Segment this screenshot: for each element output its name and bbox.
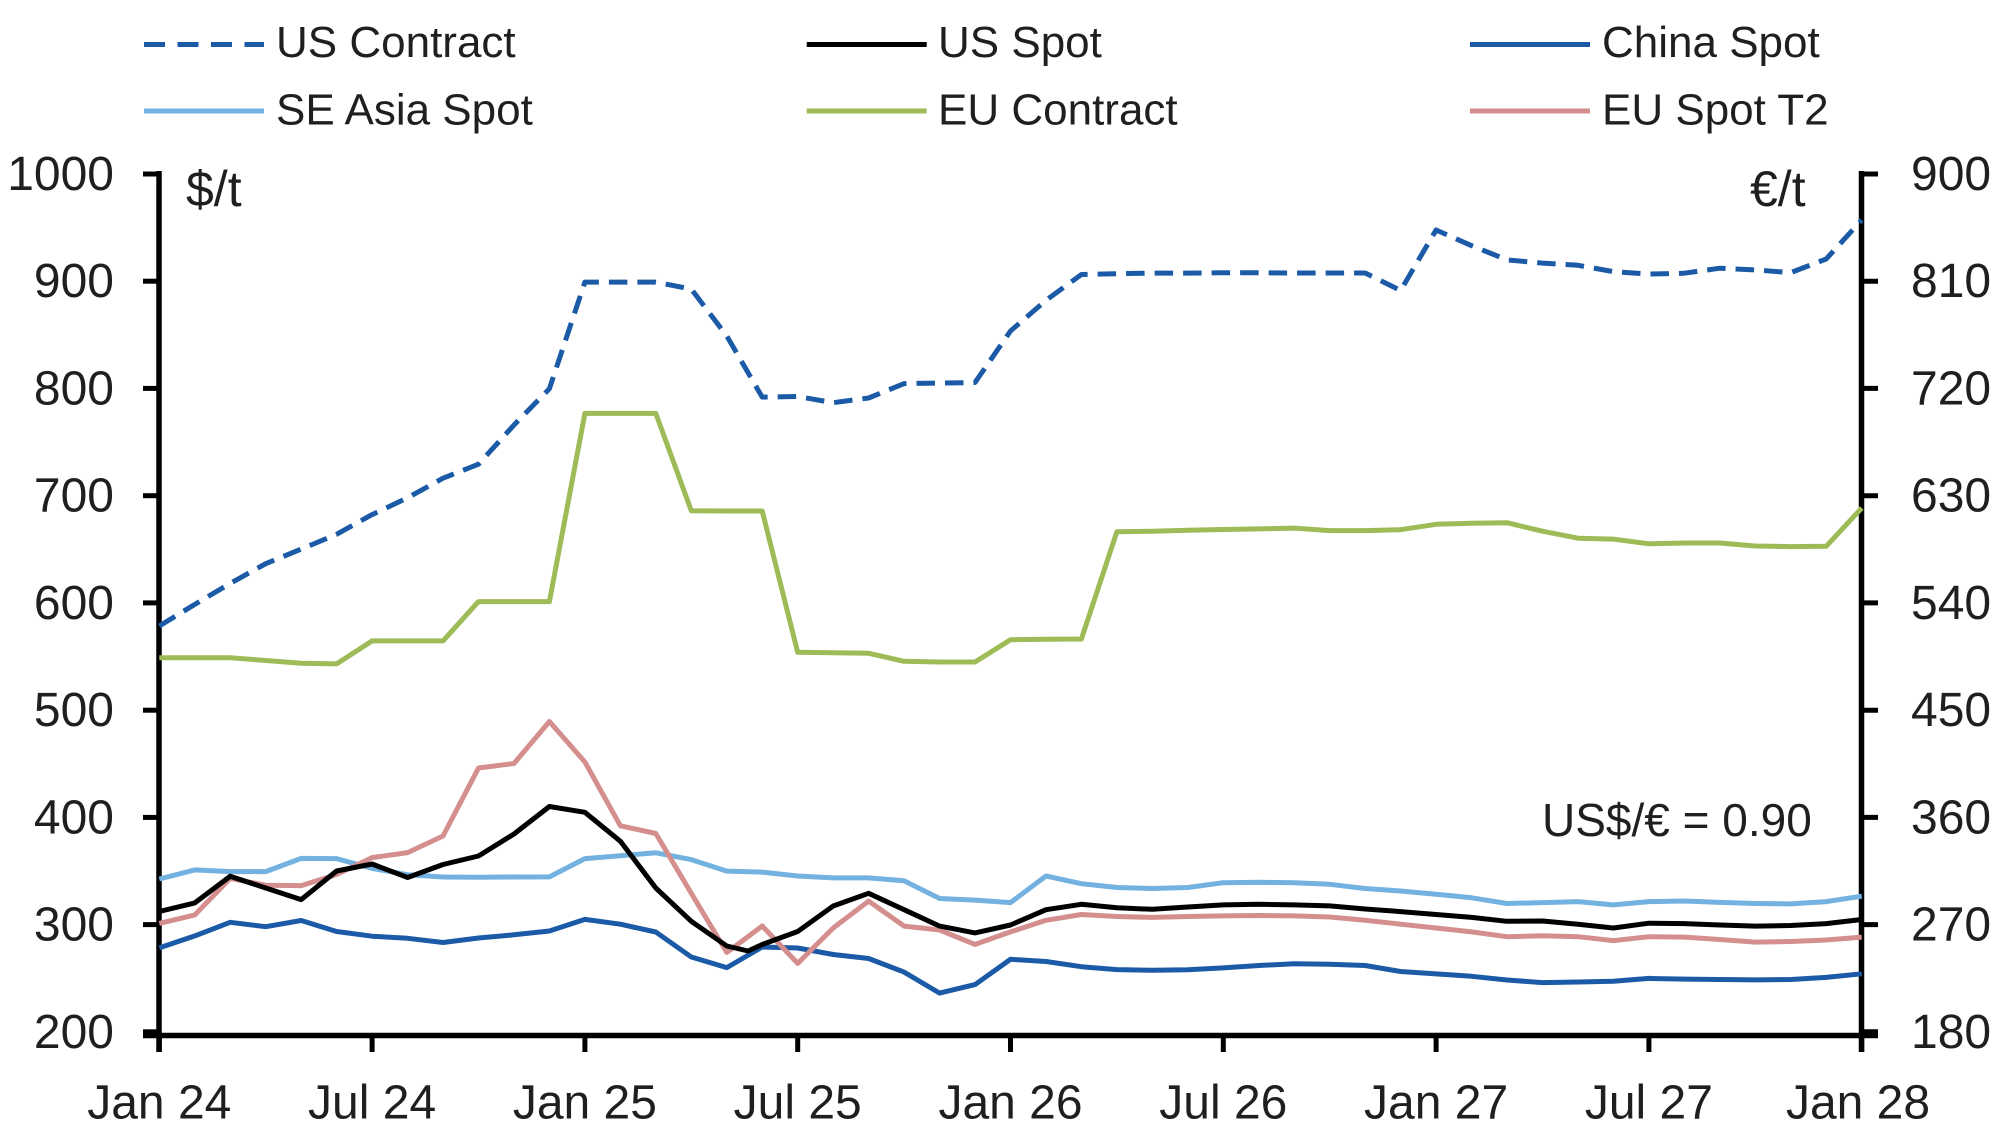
svg-text:Jul 26: Jul 26 (1159, 1077, 1287, 1130)
svg-text:US Spot: US Spot (938, 18, 1102, 67)
svg-text:$/t: $/t (186, 161, 242, 217)
svg-text:US Contract: US Contract (276, 18, 516, 67)
svg-text:Jan 26: Jan 26 (938, 1077, 1082, 1130)
svg-text:540: 540 (1911, 577, 1991, 630)
svg-text:€/t: €/t (1750, 161, 1806, 217)
svg-text:EU Contract: EU Contract (938, 86, 1178, 135)
svg-text:630: 630 (1911, 470, 1991, 523)
svg-text:180: 180 (1911, 1006, 1991, 1059)
svg-text:200: 200 (34, 1006, 114, 1059)
svg-text:Jul 24: Jul 24 (308, 1077, 436, 1130)
svg-text:US$/€ = 0.90: US$/€ = 0.90 (1542, 794, 1812, 846)
svg-text:900: 900 (34, 255, 114, 308)
svg-text:China Spot: China Spot (1602, 18, 1820, 67)
svg-text:Jan 28: Jan 28 (1786, 1077, 1930, 1130)
svg-text:720: 720 (1911, 362, 1991, 415)
svg-text:Jan 27: Jan 27 (1364, 1077, 1508, 1130)
svg-text:700: 700 (34, 470, 114, 523)
svg-text:SE Asia Spot: SE Asia Spot (276, 86, 533, 135)
svg-text:450: 450 (1911, 684, 1991, 737)
svg-text:Jan 25: Jan 25 (513, 1077, 657, 1130)
svg-text:810: 810 (1911, 255, 1991, 308)
svg-text:Jul 25: Jul 25 (734, 1077, 862, 1130)
svg-text:270: 270 (1911, 899, 1991, 952)
svg-text:EU Spot T2: EU Spot T2 (1602, 86, 1829, 135)
svg-text:Jan 24: Jan 24 (87, 1077, 231, 1130)
svg-text:360: 360 (1911, 791, 1991, 844)
svg-text:1000: 1000 (7, 148, 114, 201)
svg-text:300: 300 (34, 899, 114, 952)
svg-text:500: 500 (34, 684, 114, 737)
svg-text:900: 900 (1911, 148, 1991, 201)
svg-text:800: 800 (34, 362, 114, 415)
svg-text:400: 400 (34, 791, 114, 844)
svg-text:600: 600 (34, 577, 114, 630)
svg-text:Jul 27: Jul 27 (1585, 1077, 1713, 1130)
